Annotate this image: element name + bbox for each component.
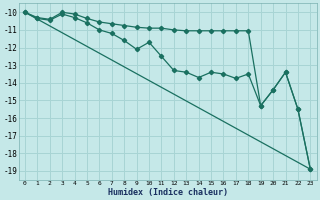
X-axis label: Humidex (Indice chaleur): Humidex (Indice chaleur) xyxy=(108,188,228,197)
